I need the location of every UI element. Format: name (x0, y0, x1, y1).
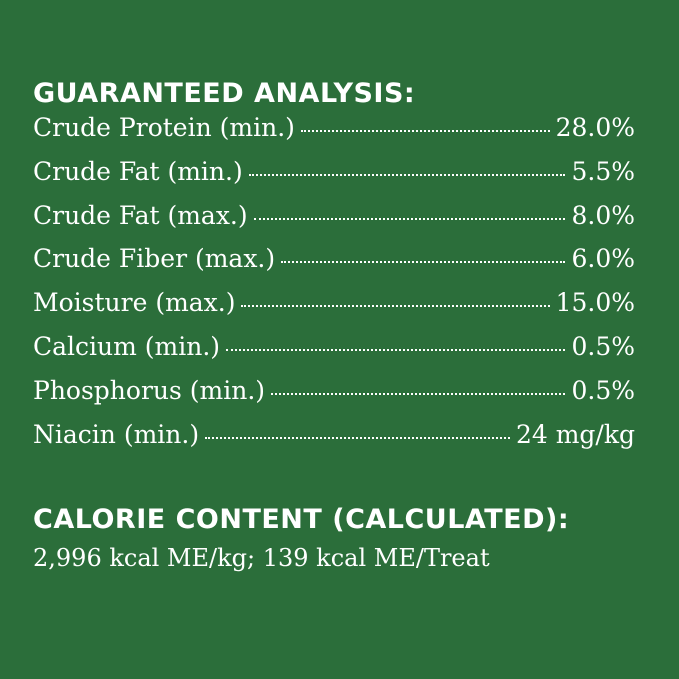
analysis-row: Calcium (min.) 0.5% (33, 331, 635, 377)
analysis-row: Crude Fat (min.) 5.5% (33, 156, 635, 202)
dot-leader (300, 130, 550, 132)
nutrient-label: Crude Fiber (max.) (33, 244, 276, 274)
nutrient-value: 5.5% (571, 156, 635, 186)
dot-leader (226, 348, 566, 351)
analysis-list: Crude Protein (min.) 28.0% Crude Fat (min.… (33, 114, 635, 464)
analysis-row: Moisture (max.) 15.0% (33, 289, 635, 333)
analysis-row: Crude Fat (max.) 8.0% (33, 200, 635, 246)
dot-leader (248, 173, 566, 176)
nutrient-value: 8.0% (571, 200, 635, 230)
analysis-row: Phosphorus (min.) 0.5% (33, 375, 635, 421)
nutrient-value: 0.5% (571, 331, 635, 361)
nutrient-value: 15.0% (555, 288, 635, 318)
dot-leader (205, 436, 510, 439)
dot-leader (253, 217, 566, 220)
nutrient-label: Moisture (max.) (33, 288, 236, 318)
dot-leader (241, 305, 550, 308)
guaranteed-analysis-heading: GUARANTEED ANALYSIS: (33, 78, 416, 109)
nutrient-label: Phosphorus (min.) (33, 375, 266, 405)
calorie-content-text: 2,996 kcal ME/kg; 139 kcal ME/Treat (33, 544, 490, 573)
nutrient-value: 6.0% (571, 244, 635, 274)
dot-leader (281, 261, 566, 264)
analysis-row: Crude Fiber (max.) 6.0% (33, 245, 635, 289)
nutrient-value: 28.0% (555, 113, 635, 142)
analysis-row: Crude Protein (min.) 28.0% (33, 114, 635, 158)
nutrition-panel: GUARANTEED ANALYSIS: Crude Protein (min.… (33, 78, 635, 572)
nutrient-value: 24 mg/kg (515, 419, 635, 449)
nutrient-label: Crude Fat (min.) (33, 156, 243, 186)
nutrient-value: 0.5% (571, 375, 635, 405)
dot-leader (271, 392, 566, 395)
calorie-content-heading: CALORIE CONTENT (CALCULATED): (33, 504, 570, 536)
nutrient-label: Crude Fat (max.) (33, 200, 248, 230)
nutrient-label: Calcium (min.) (33, 331, 221, 361)
nutrient-label: Niacin (min.) (33, 419, 200, 449)
nutrient-label: Crude Protein (min.) (33, 113, 295, 142)
analysis-row: Niacin (min.) 24 mg/kg (33, 419, 635, 465)
